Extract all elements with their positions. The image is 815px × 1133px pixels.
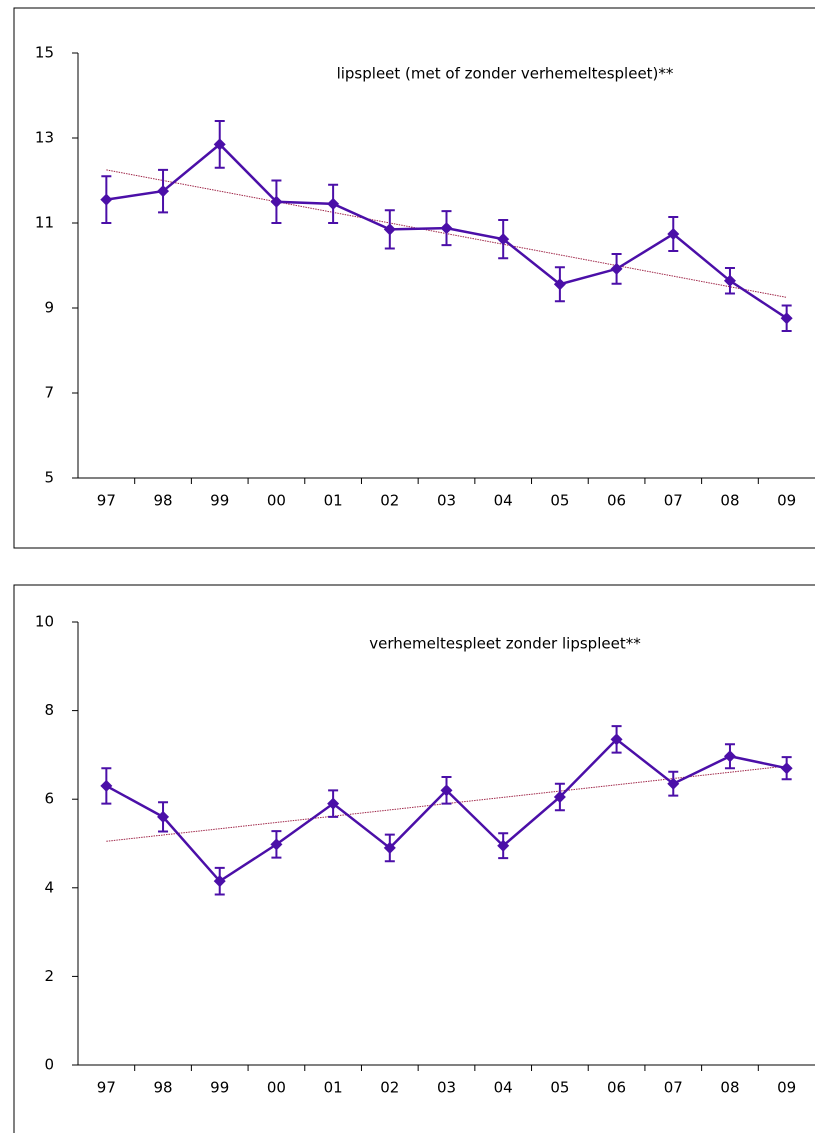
y-tick-label: 15: [35, 44, 54, 62]
y-tick-label: 5: [44, 469, 54, 487]
marker: [100, 779, 113, 792]
x-tick-label: 99: [210, 492, 229, 510]
marker: [667, 228, 680, 241]
y-tick-label: 11: [35, 214, 54, 232]
x-tick-label: 99: [210, 1079, 229, 1097]
x-tick-label: 03: [437, 492, 456, 510]
x-tick-label: 06: [607, 492, 626, 510]
x-tick-label: 01: [324, 492, 343, 510]
marker: [440, 222, 453, 235]
y-tick-label: 2: [44, 967, 54, 985]
x-tick-label: 06: [607, 1079, 626, 1097]
marker: [723, 750, 736, 763]
x-tick-label: 07: [664, 1079, 683, 1097]
x-tick-label: 08: [720, 492, 739, 510]
marker: [497, 233, 510, 246]
marker: [157, 185, 170, 198]
x-tick-label: 98: [153, 492, 172, 510]
marker: [497, 839, 510, 852]
marker: [553, 278, 566, 291]
x-tick-label: 04: [494, 492, 513, 510]
marker: [553, 790, 566, 803]
series-line: [105, 737, 787, 883]
x-tick-label: 09: [777, 1079, 796, 1097]
x-tick-label: 05: [550, 492, 569, 510]
x-tick-label: 04: [494, 1079, 513, 1097]
y-tick-label: 13: [35, 129, 54, 147]
x-tick-label: 00: [267, 1079, 286, 1097]
marker: [440, 784, 453, 797]
marker: [667, 777, 680, 790]
y-tick-label: 7: [44, 384, 54, 402]
x-tick-label: 07: [664, 492, 683, 510]
y-tick-label: 10: [35, 613, 54, 631]
marker: [610, 262, 623, 275]
y-tick-label: 6: [44, 790, 54, 808]
marker: [100, 193, 113, 206]
marker: [383, 841, 396, 854]
marker: [723, 274, 736, 287]
x-tick-label: 97: [97, 1079, 116, 1097]
y-tick-label: 9: [44, 299, 54, 317]
x-tick-label: 08: [720, 1079, 739, 1097]
marker: [780, 762, 793, 775]
x-tick-label: 03: [437, 1079, 456, 1097]
marker: [327, 797, 340, 810]
x-tick-label: 98: [153, 1079, 172, 1097]
x-tick-label: 02: [380, 492, 399, 510]
x-tick-label: 00: [267, 492, 286, 510]
y-tick-label: 4: [44, 878, 54, 896]
marker: [610, 733, 623, 746]
chart-title: verhemeltespleet zonder lipspleet**: [369, 635, 641, 653]
chart-title: lipspleet (met of zonder verhemeltesplee…: [337, 65, 674, 83]
marker: [213, 875, 226, 888]
y-tick-label: 0: [44, 1056, 54, 1074]
chart-frame: [13, 7, 815, 549]
marker: [213, 138, 226, 151]
marker: [327, 197, 340, 210]
y-tick-label: 8: [44, 701, 54, 719]
x-tick-label: 05: [550, 1079, 569, 1097]
x-tick-label: 09: [777, 492, 796, 510]
marker: [383, 223, 396, 236]
marker: [270, 838, 283, 851]
x-tick-label: 02: [380, 1079, 399, 1097]
x-tick-label: 97: [97, 492, 116, 510]
marker: [780, 312, 793, 325]
x-tick-label: 01: [324, 1079, 343, 1097]
marker: [157, 810, 170, 823]
chart-frame: [13, 584, 815, 1133]
marker: [270, 195, 283, 208]
